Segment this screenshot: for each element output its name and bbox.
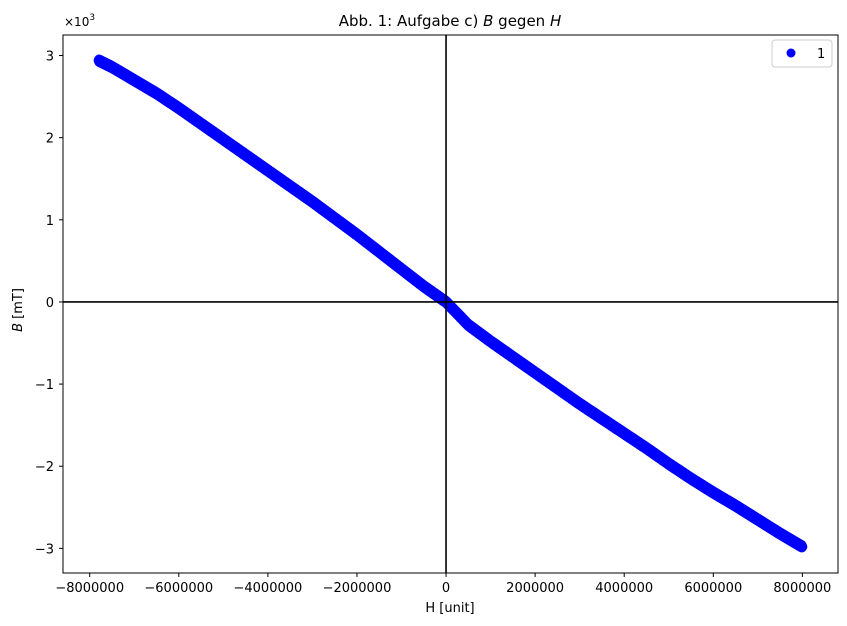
- data-layer: [93, 54, 808, 553]
- x-tick-label: −2000000: [323, 581, 392, 596]
- x-axis-label: H [unit]: [425, 601, 474, 616]
- x-tick-label: 0: [442, 581, 450, 596]
- zero-lines: [63, 35, 838, 573]
- x-tick-label: 4000000: [595, 581, 653, 596]
- series-1: [93, 54, 808, 553]
- chart-title: Abb. 1: Aufgabe c) B gegen H: [339, 12, 561, 30]
- y-tick-label: −3: [35, 542, 54, 557]
- plot-frame: [62, 34, 839, 574]
- legend-box: [771, 39, 833, 68]
- axes-layer: −8000000 −6000000 −4000000 −2000000 0 2000000…: [35, 34, 839, 596]
- x-tick-label: 2000000: [506, 581, 564, 596]
- y-tick-label: −1: [35, 378, 54, 393]
- legend-marker: [786, 48, 796, 58]
- y-tick-label: 2: [46, 132, 54, 147]
- legend: 1: [771, 39, 833, 68]
- x-tick-label: −6000000: [144, 581, 213, 596]
- x-tick-label: 8000000: [773, 581, 831, 596]
- x-tick-label: −4000000: [233, 581, 302, 596]
- y-axis-multiplier: ×103: [64, 13, 95, 29]
- data-point: [797, 541, 808, 552]
- x-tick-label: −8000000: [55, 581, 124, 596]
- y-tick-label: 1: [46, 214, 54, 229]
- legend-label: 1: [817, 47, 825, 62]
- y-tick-label: −2: [35, 460, 54, 475]
- y-tick-label: 3: [46, 50, 54, 65]
- y-tick-label: 0: [46, 296, 54, 311]
- y-axis-label: B [mT]: [11, 288, 26, 332]
- x-tick-label: 6000000: [684, 581, 742, 596]
